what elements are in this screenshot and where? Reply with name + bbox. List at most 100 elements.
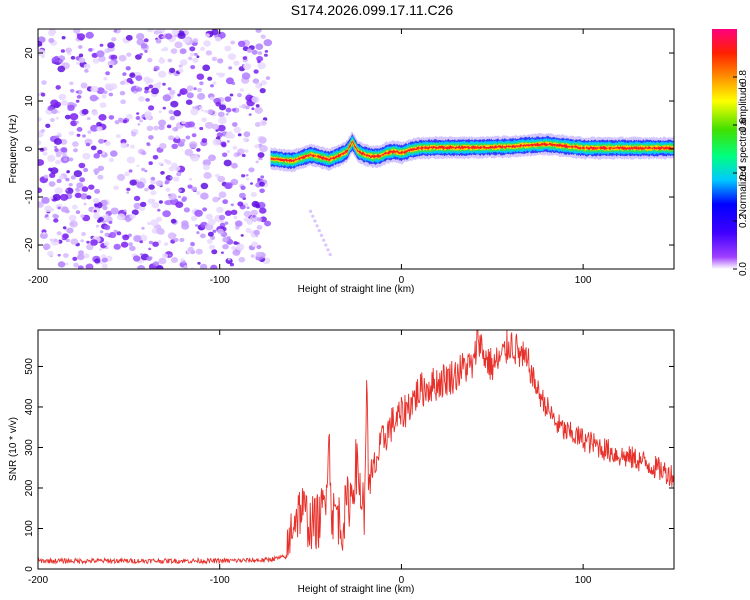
noise-blob — [245, 228, 252, 233]
noise-blob — [141, 150, 147, 156]
noise-blob — [148, 184, 155, 190]
noise-blob — [233, 126, 241, 134]
noise-blob — [326, 248, 330, 252]
noise-blob — [256, 225, 263, 230]
noise-blob — [120, 99, 126, 105]
noise-blob — [65, 262, 69, 266]
noise-blob — [186, 85, 194, 91]
noise-blob — [145, 98, 150, 102]
noise-blob — [123, 209, 127, 213]
noise-blob — [38, 201, 44, 208]
noise-blob — [48, 167, 53, 172]
colorbar-tick-label: 0.8 — [738, 70, 749, 84]
noise-blob — [243, 210, 252, 218]
noise-blob — [148, 105, 155, 111]
noise-blob — [202, 159, 211, 167]
snr-x-tick-label: 0 — [399, 575, 405, 586]
noise-blob — [140, 201, 147, 207]
noise-blob — [65, 47, 72, 53]
noise-blob — [207, 76, 213, 81]
noise-blob — [65, 177, 70, 182]
noise-blob — [136, 112, 140, 115]
noise-blob — [197, 87, 202, 93]
noise-blob — [136, 87, 143, 92]
noise-blob — [110, 207, 119, 215]
noise-blob — [79, 177, 85, 183]
noise-blob — [255, 43, 264, 50]
noise-blob — [76, 61, 80, 65]
noise-blob — [107, 60, 115, 67]
colorbar: 0.0 0.2 0.4 0.6 0.8 Normalized spectral ampl… — [712, 29, 749, 276]
noise-blob — [82, 152, 91, 160]
noise-blob — [160, 171, 165, 175]
snr-y-tick-label: 100 — [24, 520, 35, 537]
noise-blob — [63, 253, 69, 258]
noise-blob — [80, 239, 84, 243]
noise-blob — [257, 60, 261, 64]
spectrogram-x-tick-label: 0 — [399, 275, 405, 286]
noise-blob — [158, 257, 167, 265]
noise-blob — [230, 178, 239, 186]
colorbar-gradient — [712, 29, 737, 269]
noise-blob — [252, 215, 256, 218]
noise-blob — [178, 68, 184, 73]
noise-blob — [83, 167, 89, 173]
noise-blob — [265, 76, 271, 80]
noise-blob — [241, 72, 251, 80]
snr-x-tick-label: -100 — [210, 575, 230, 586]
noise-blob — [179, 237, 185, 243]
noise-blob — [263, 39, 273, 47]
colorbar-ticks: 0.0 0.2 0.4 0.6 0.8 — [733, 70, 749, 276]
noise-blob — [228, 66, 233, 70]
noise-blob — [173, 165, 181, 172]
noise-blob — [116, 213, 126, 221]
noise-blob — [50, 167, 59, 175]
noise-blob — [78, 45, 83, 49]
noise-blob — [105, 71, 110, 76]
noise-blob — [129, 245, 136, 252]
noise-blob — [251, 49, 258, 55]
noise-blob — [53, 218, 59, 223]
noise-blob — [47, 154, 56, 162]
noise-blob — [144, 86, 150, 91]
noise-blob — [256, 217, 263, 222]
noise-blob — [162, 94, 171, 102]
spectrogram-x-label: Height of straight line (km) — [298, 284, 415, 295]
noise-blob — [77, 254, 85, 261]
noise-blob — [50, 99, 59, 107]
noise-blob — [157, 81, 162, 86]
snr-x-tick-label: -200 — [28, 575, 48, 586]
noise-blob — [73, 148, 78, 153]
noise-blob — [47, 250, 54, 257]
noise-blob — [109, 65, 113, 68]
noise-blob — [78, 250, 84, 256]
noise-blob — [75, 121, 80, 124]
spectrogram-y-label: Frequency (Hz) — [8, 115, 19, 184]
noise-blob — [257, 152, 265, 158]
noise-blob — [155, 265, 164, 269]
noise-blob — [217, 228, 224, 235]
noise-blob — [45, 216, 50, 221]
noise-blob — [147, 221, 151, 226]
noise-blob — [49, 196, 54, 200]
noise-blob — [128, 233, 132, 237]
noise-blob — [203, 172, 212, 179]
noise-blob — [52, 193, 61, 201]
noise-blob — [241, 174, 246, 178]
noise-blob — [212, 139, 221, 146]
noise-blob — [104, 83, 113, 90]
noise-blob — [190, 65, 196, 70]
noise-blob — [190, 215, 198, 222]
noise-blob — [156, 216, 163, 222]
noise-blob — [96, 50, 105, 58]
noise-blob — [140, 43, 148, 49]
figure-title: S174.2026.099.17.11.C26 — [291, 2, 454, 18]
noise-blob — [98, 114, 107, 121]
spectrogram-signal-track — [270, 131, 674, 173]
noise-blob — [168, 254, 172, 257]
noise-blob — [230, 209, 238, 215]
noise-blob — [264, 53, 268, 57]
noise-blob — [210, 84, 214, 88]
noise-blob — [178, 64, 183, 68]
